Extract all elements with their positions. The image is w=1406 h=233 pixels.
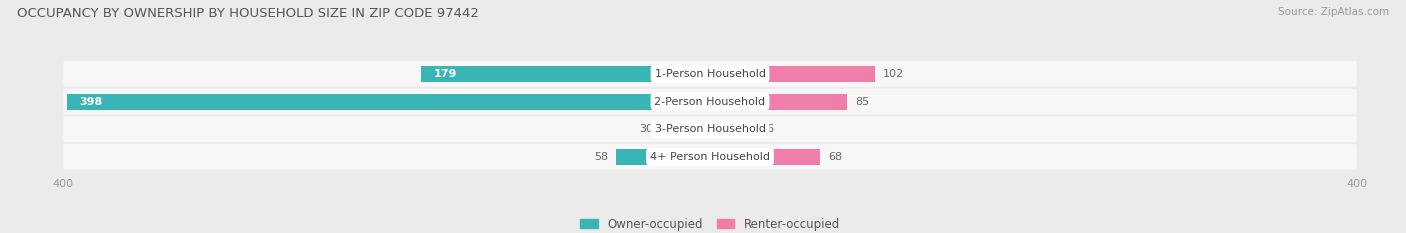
Bar xyxy=(710,149,820,165)
Bar xyxy=(710,93,848,110)
Text: 398: 398 xyxy=(79,96,103,106)
Text: 85: 85 xyxy=(855,96,870,106)
Text: 26: 26 xyxy=(761,124,775,134)
Text: 58: 58 xyxy=(595,152,609,162)
Text: 4+ Person Household: 4+ Person Household xyxy=(650,152,770,162)
FancyBboxPatch shape xyxy=(63,116,1357,142)
Text: Source: ZipAtlas.com: Source: ZipAtlas.com xyxy=(1278,7,1389,17)
Text: 2-Person Household: 2-Person Household xyxy=(654,96,766,106)
Text: 1-Person Household: 1-Person Household xyxy=(655,69,765,79)
Bar xyxy=(710,121,752,137)
Bar xyxy=(66,93,710,110)
Text: 30: 30 xyxy=(640,124,654,134)
Bar xyxy=(616,149,710,165)
Text: 102: 102 xyxy=(883,69,904,79)
Bar xyxy=(662,121,710,137)
Text: 68: 68 xyxy=(828,152,842,162)
FancyBboxPatch shape xyxy=(63,144,1357,169)
Text: 179: 179 xyxy=(433,69,457,79)
Bar xyxy=(420,66,710,82)
Legend: Owner-occupied, Renter-occupied: Owner-occupied, Renter-occupied xyxy=(579,218,841,231)
Bar xyxy=(710,66,875,82)
FancyBboxPatch shape xyxy=(63,61,1357,87)
Text: OCCUPANCY BY OWNERSHIP BY HOUSEHOLD SIZE IN ZIP CODE 97442: OCCUPANCY BY OWNERSHIP BY HOUSEHOLD SIZE… xyxy=(17,7,479,20)
FancyBboxPatch shape xyxy=(63,89,1357,114)
Text: 3-Person Household: 3-Person Household xyxy=(655,124,765,134)
